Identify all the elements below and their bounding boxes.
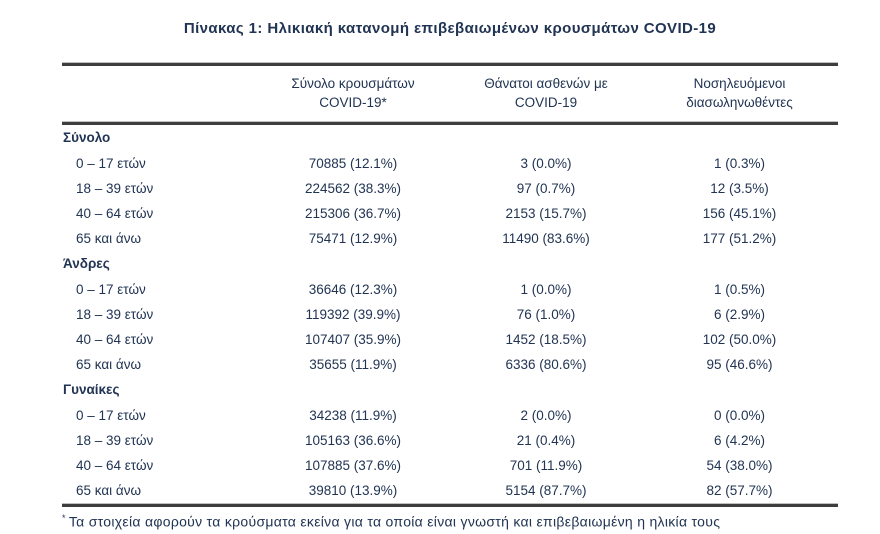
rule-line — [62, 504, 838, 507]
intubated-value: 95 (46.6%) — [706, 357, 773, 372]
cases-value: 35655 (11.9%) — [309, 357, 397, 372]
section-header-row: Σύνολο — [62, 125, 838, 151]
cases-value: 34238 (11.9%) — [309, 408, 397, 423]
age-label: 0 – 17 ετών — [76, 156, 146, 171]
cases-value: 105163 (36.6%) — [304, 433, 402, 448]
rule-highlight — [62, 503, 838, 504]
footnote-marker: * — [62, 513, 66, 523]
age-label: 40 – 64 ετών — [76, 332, 154, 347]
age-label: 18 – 39 ετών — [76, 433, 154, 448]
header-intubated-line1: Νοσηλευόμενοι — [693, 76, 786, 91]
intubated-value: 1 (0.5%) — [713, 282, 766, 297]
age-label: 40 – 64 ετών — [76, 206, 154, 221]
table-title: Πίνακας 1: Ηλικιακή κατανομή επιβεβαιωμέ… — [183, 20, 717, 37]
table-row: 0 – 17 ετών 36646 (12.3%) 1 (0.0%) 1 (0.5%) — [62, 277, 838, 302]
table-header-row: Σύνολο κρουσμάτων COVID-19* Θάνατοι ασθε… — [62, 66, 838, 121]
table-row: 65 και άνω 35655 (11.9%) 6336 (80.6%) 95 (4… — [62, 352, 838, 377]
deaths-value: 701 (11.9%) — [509, 458, 583, 473]
header-deaths-line1: Θάνατοι ασθενών με — [484, 76, 608, 91]
cases-value: 107407 (35.9%) — [304, 332, 402, 347]
rule-line — [62, 63, 838, 66]
age-label: 65 και άνω — [76, 357, 142, 372]
cases-value: 70885 (12.1%) — [308, 156, 398, 171]
deaths-value: 1 (0.0%) — [520, 282, 572, 297]
bottom-border-rule — [62, 503, 838, 507]
deaths-value: 5154 (87.7%) — [505, 483, 587, 498]
table-row: 40 – 64 ετών 107407 (35.9%) 1452 (18.5%) 10… — [62, 327, 838, 352]
age-label: 40 – 64 ετών — [76, 458, 154, 473]
table-row: 65 και άνω 39810 (13.9%) 5154 (87.7%) 82 (5… — [62, 478, 838, 503]
intubated-value: 54 (38.0%) — [706, 458, 773, 473]
table-row: 0 – 17 ετών 34238 (11.9%) 2 (0.0%) 0 (0.0%) — [62, 403, 838, 428]
header-cases: Σύνολο κρουσμάτων COVID-19* — [255, 74, 451, 112]
rule-highlight — [62, 62, 838, 63]
age-label: 0 – 17 ετών — [76, 408, 146, 423]
deaths-value: 6336 (80.6%) — [505, 357, 587, 372]
deaths-value: 21 (0.4%) — [516, 433, 576, 448]
table-body: Σύνολο 0 – 17 ετών 70885 (12.1%) 3 (0.0%) 1 … — [62, 125, 838, 503]
rule-highlight — [62, 121, 838, 122]
cases-value: 75471 (12.9%) — [308, 231, 398, 246]
cases-value: 224562 (38.3%) — [304, 181, 402, 196]
cases-value: 107885 (37.6%) — [304, 458, 402, 473]
deaths-value: 11490 (83.6%) — [502, 231, 590, 246]
footnote-text: Τα στοιχεία αφορούν τα κρούσματα εκείνα … — [68, 513, 721, 530]
intubated-value: 6 (4.2%) — [713, 433, 766, 448]
age-label: 65 και άνω — [76, 483, 142, 498]
cases-value: 36646 (12.3%) — [308, 282, 398, 297]
intubated-value: 102 (50.0%) — [702, 332, 777, 347]
deaths-value: 2153 (15.7%) — [505, 206, 587, 221]
header-deaths-line2: COVID-19 — [514, 95, 578, 110]
table-row: 0 – 17 ετών 70885 (12.1%) 3 (0.0%) 1 (0.3%) — [62, 151, 838, 176]
data-table: Σύνολο κρουσμάτων COVID-19* Θάνατοι ασθε… — [62, 62, 838, 530]
deaths-value: 3 (0.0%) — [520, 156, 572, 171]
intubated-value: 156 (45.1%) — [702, 206, 777, 221]
section-header-row: Γυναίκες — [62, 377, 838, 403]
cases-value: 39810 (13.9%) — [308, 483, 398, 498]
intubated-value: 12 (3.5%) — [710, 181, 769, 196]
table-row: 65 και άνω 75471 (12.9%) 11490 (83.6%) 177 … — [62, 226, 838, 251]
header-intubated: Νοσηλευόμενοι διασωληνωθέντες — [641, 74, 838, 112]
section-label: Γυναίκες — [63, 382, 120, 397]
top-border-rule — [62, 62, 838, 66]
footnote: * Τα στοιχεία αφορούν τα κρούσματα εκείνα… — [62, 513, 838, 530]
header-border-rule — [62, 121, 838, 125]
header-deaths: Θάνατοι ασθενών με COVID-19 — [451, 74, 641, 112]
age-label: 18 – 39 ετών — [76, 307, 154, 322]
intubated-value: 6 (2.9%) — [713, 307, 766, 322]
table-row: 18 – 39 ετών 105163 (36.6%) 21 (0.4%) 6 (4.… — [62, 428, 838, 453]
section-label: Άνδρες — [63, 256, 110, 271]
deaths-value: 2 (0.0%) — [520, 408, 572, 423]
cases-value: 215306 (36.7%) — [304, 206, 402, 221]
age-label: 65 και άνω — [76, 231, 142, 246]
header-cases-line1: Σύνολο κρουσμάτων — [291, 76, 415, 91]
intubated-value: 1 (0.3%) — [713, 156, 766, 171]
header-cases-line2: COVID-19* — [319, 95, 387, 110]
intubated-value: 0 (0.0%) — [713, 408, 766, 423]
table-row: 40 – 64 ετών 107885 (37.6%) 701 (11.9%) 54 … — [62, 453, 838, 478]
deaths-value: 76 (1.0%) — [516, 307, 576, 322]
cases-value: 119392 (39.9%) — [305, 307, 401, 322]
rule-line — [62, 122, 838, 125]
header-intubated-line2: διασωληνωθέντες — [686, 95, 793, 110]
section-header-row: Άνδρες — [62, 251, 838, 277]
table-row: 18 – 39 ετών 224562 (38.3%) 97 (0.7%) 12 (3… — [62, 176, 838, 201]
deaths-value: 97 (0.7%) — [516, 181, 576, 196]
age-label: 18 – 39 ετών — [76, 181, 154, 196]
table-row: 40 – 64 ετών 215306 (36.7%) 2153 (15.7%) 15… — [62, 201, 838, 226]
intubated-value: 177 (51.2%) — [702, 231, 777, 246]
section-label: Σύνολο — [63, 130, 111, 145]
table-row: 18 – 39 ετών 119392 (39.9%) 76 (1.0%) 6 (2.… — [62, 302, 838, 327]
deaths-value: 1452 (18.5%) — [505, 332, 587, 347]
intubated-value: 82 (57.7%) — [706, 483, 773, 498]
age-label: 0 – 17 ετών — [76, 282, 146, 297]
